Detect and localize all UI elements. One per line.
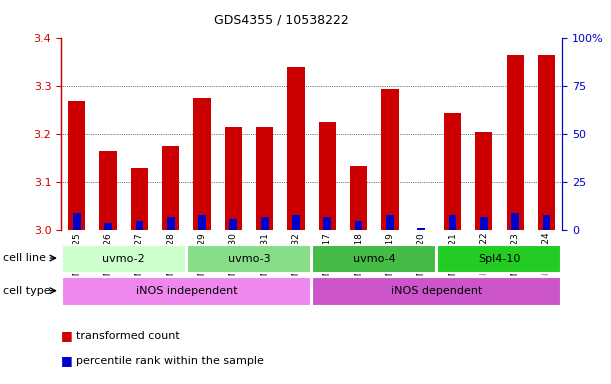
- Bar: [319, 122, 336, 230]
- Bar: [511, 213, 519, 230]
- Text: percentile rank within the sample: percentile rank within the sample: [76, 356, 264, 366]
- Text: uvmo-3: uvmo-3: [228, 254, 270, 264]
- Bar: [312, 277, 562, 306]
- Bar: [323, 217, 331, 230]
- Text: uvmo-4: uvmo-4: [353, 254, 395, 264]
- Bar: [543, 215, 551, 230]
- Text: cell type: cell type: [3, 286, 51, 296]
- Bar: [131, 168, 148, 230]
- Bar: [261, 217, 268, 230]
- Text: iNOS independent: iNOS independent: [136, 286, 237, 296]
- Bar: [73, 213, 81, 230]
- Bar: [167, 217, 175, 230]
- Bar: [68, 101, 86, 230]
- Bar: [162, 146, 179, 230]
- Text: iNOS dependent: iNOS dependent: [391, 286, 483, 296]
- Bar: [386, 215, 393, 230]
- Bar: [194, 98, 211, 230]
- Bar: [187, 245, 311, 273]
- Bar: [417, 228, 425, 230]
- Bar: [62, 277, 311, 306]
- Bar: [507, 55, 524, 230]
- Bar: [230, 219, 237, 230]
- Bar: [444, 113, 461, 230]
- Bar: [136, 221, 143, 230]
- Bar: [256, 127, 273, 230]
- Bar: [62, 245, 186, 273]
- Bar: [225, 127, 242, 230]
- Bar: [100, 151, 117, 230]
- Bar: [480, 217, 488, 230]
- Bar: [312, 245, 436, 273]
- Bar: [287, 67, 304, 230]
- Bar: [381, 89, 398, 230]
- Text: uvmo-2: uvmo-2: [103, 254, 145, 264]
- Bar: [538, 55, 555, 230]
- Bar: [475, 132, 492, 230]
- Text: cell line: cell line: [3, 253, 46, 263]
- Text: Spl4-10: Spl4-10: [478, 254, 521, 264]
- Bar: [355, 221, 362, 230]
- Text: transformed count: transformed count: [76, 331, 180, 341]
- Bar: [104, 223, 112, 230]
- Bar: [292, 215, 300, 230]
- Text: ■: ■: [61, 329, 73, 343]
- Bar: [350, 166, 367, 230]
- Bar: [448, 215, 456, 230]
- Text: GDS4355 / 10538222: GDS4355 / 10538222: [214, 13, 349, 26]
- Bar: [437, 245, 562, 273]
- Text: ■: ■: [61, 354, 73, 367]
- Bar: [198, 215, 206, 230]
